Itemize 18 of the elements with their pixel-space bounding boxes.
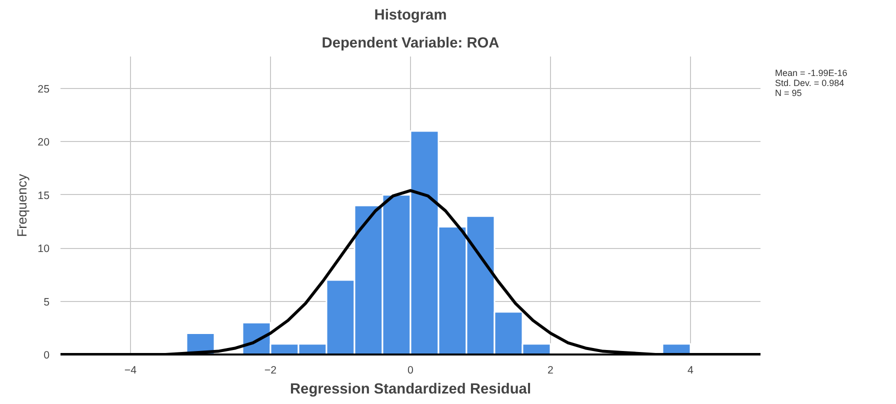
- y-tick-label: 0: [44, 350, 50, 362]
- x-tick-label: −2: [264, 364, 277, 376]
- y-tick-label: 5: [44, 296, 50, 308]
- text: Mean = -1.99E-16: [775, 68, 848, 78]
- chart-subtitle: Dependent Variable: ROA: [322, 36, 500, 52]
- text: N = 95: [775, 88, 802, 98]
- y-tick-label: 15: [38, 190, 50, 202]
- x-axis-title: Regression Standardized Residual: [290, 382, 532, 398]
- x-tick-label: −4: [124, 364, 137, 376]
- x-tick-label: 4: [688, 364, 694, 376]
- x-tick-label: 0: [408, 364, 414, 376]
- y-tick-label: 25: [38, 83, 50, 96]
- y-tick-label: 10: [38, 243, 50, 256]
- chart-title: Histogram: [374, 8, 447, 24]
- text: Std. Dev. = 0.984: [775, 78, 844, 88]
- y-tick-label: 20: [38, 136, 50, 149]
- x-tick-label: 2: [548, 364, 554, 376]
- y-axis-title: Frequency: [14, 174, 30, 237]
